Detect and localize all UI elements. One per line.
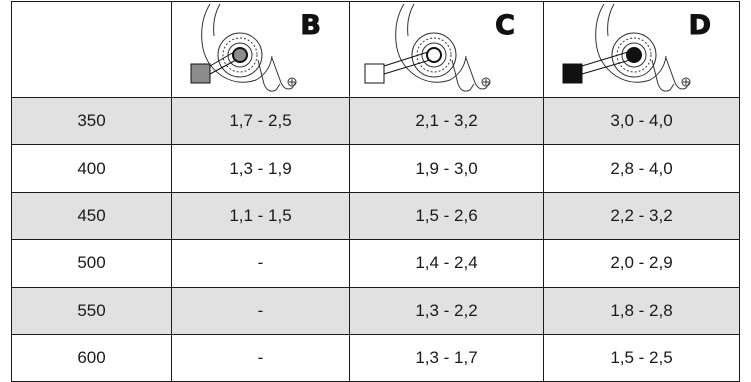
range-cell-d: 3,0 - 4,0: [543, 96, 740, 146]
column-letter-c: C: [495, 10, 516, 42]
row-value-cell: 350: [11, 96, 172, 146]
range-cell-c: 1,5 - 2,6: [349, 191, 544, 241]
color-swatch: [190, 63, 211, 84]
bearing-seal-mark: [426, 47, 442, 63]
bearing-seal-mark: [232, 47, 248, 63]
range-cell-b: -: [171, 286, 350, 335]
table-row: 550 - 1,3 - 2,2 1,8 - 2,8: [11, 286, 740, 335]
range-cell-c: 2,1 - 3,2: [349, 96, 544, 146]
row-value-cell: 600: [11, 333, 172, 382]
range-cell-b: 1,1 - 1,5: [171, 191, 350, 241]
header-empty-cell: [11, 1, 172, 98]
hub-illustration-icon: [364, 3, 491, 92]
header-cell-b: B: [171, 1, 350, 98]
range-cell-d: 1,8 - 2,8: [543, 286, 740, 335]
header-cell-c: C: [349, 1, 544, 98]
row-value-cell: 550: [11, 286, 172, 335]
table-row: 400 1,3 - 1,9 1,9 - 3,0 2,8 - 4,0: [11, 144, 740, 193]
hub-illustration-icon: [562, 3, 691, 92]
column-letter-b: B: [300, 10, 322, 42]
range-cell-b: 1,7 - 2,5: [171, 96, 350, 146]
color-swatch: [364, 63, 385, 84]
table-row: 500 - 1,4 - 2,4 2,0 - 2,9: [11, 239, 740, 288]
range-cell-d: 2,2 - 3,2: [543, 191, 740, 241]
row-value-cell: 400: [11, 144, 172, 193]
table-row: 450 1,1 - 1,5 1,5 - 2,6 2,2 - 3,2: [11, 191, 740, 241]
table-row: 350 1,7 - 2,5 2,1 - 3,2 3,0 - 4,0: [11, 96, 740, 146]
range-cell-b: -: [171, 239, 350, 288]
range-cell-c: 1,3 - 2,2: [349, 286, 544, 335]
range-cell-b: -: [171, 333, 350, 382]
hub-illustration-icon: [190, 3, 297, 92]
header-cell-d: D: [543, 1, 740, 98]
row-value-cell: 450: [11, 191, 172, 241]
range-cell-c: 1,9 - 3,0: [349, 144, 544, 193]
table-row: 600 - 1,3 - 1,7 1,5 - 2,5: [11, 333, 740, 382]
range-cell-c: 1,3 - 1,7: [349, 333, 544, 382]
range-cell-b: 1,3 - 1,9: [171, 144, 350, 193]
bearing-seal-mark: [626, 47, 642, 63]
range-cell-d: 2,8 - 4,0: [543, 144, 740, 193]
range-cell-c: 1,4 - 2,4: [349, 239, 544, 288]
spec-table: B: [11, 1, 740, 382]
table-header-row: B: [11, 1, 740, 98]
range-cell-d: 1,5 - 2,5: [543, 333, 740, 382]
column-letter-d: D: [688, 10, 711, 42]
row-value-cell: 500: [11, 239, 172, 288]
range-cell-d: 2,0 - 2,9: [543, 239, 740, 288]
color-swatch: [562, 63, 583, 84]
spec-sheet: B: [11, 1, 740, 382]
